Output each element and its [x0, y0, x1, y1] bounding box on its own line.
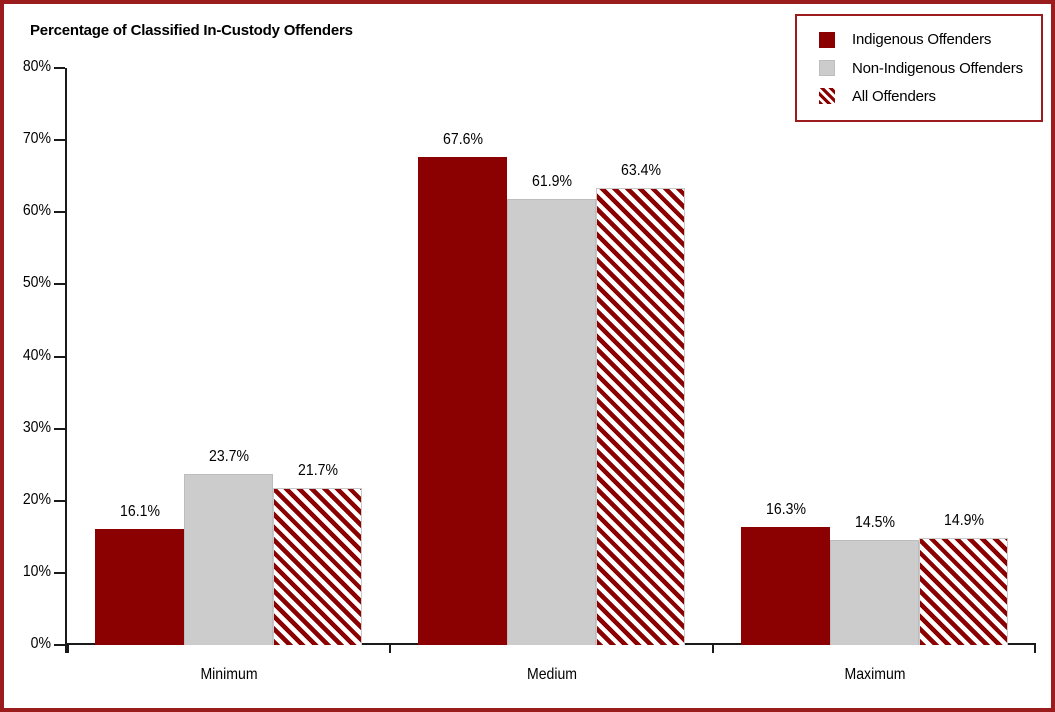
y-axis-tick [54, 211, 65, 214]
y-tick-label: 80% [22, 58, 51, 75]
legend-item: Non-Indigenous Offenders [819, 60, 1041, 77]
legend: Indigenous Offenders Non-Indigenous Offe… [795, 14, 1043, 122]
bar-solid-gray-medium [507, 198, 596, 645]
bar-solid-gray-minimum [184, 474, 273, 645]
x-axis-tick [712, 645, 714, 653]
bar-value-label: 63.4% [620, 161, 661, 179]
y-tick-label: 20% [22, 490, 51, 508]
x-category-label: Medium [526, 666, 577, 683]
bar-value-label: 23.7% [208, 448, 249, 466]
y-axis-tick [54, 355, 65, 358]
y-axis-tick [54, 644, 65, 646]
bar-striped-red-maximum [919, 537, 1008, 645]
legend-item: All Offenders [819, 88, 1041, 105]
bar-value-label: 14.5% [854, 514, 895, 532]
legend-label: Non-Indigenous Offenders [852, 59, 1023, 77]
x-axis-tick [389, 645, 391, 653]
legend-item: Indigenous Offenders [819, 31, 1041, 48]
y-axis-tick [54, 139, 65, 142]
legend-swatch-indigenous [819, 31, 835, 48]
x-category-label: Maximum [843, 666, 906, 683]
bar-value-label: 14.9% [943, 511, 984, 529]
x-axis-tick [1034, 645, 1036, 653]
bar-striped-red-minimum [273, 488, 362, 645]
bar-solid-gray-maximum [830, 540, 919, 645]
legend-label: Indigenous Offenders [852, 31, 992, 49]
y-tick-label: 50% [22, 274, 51, 292]
y-tick-label: 30% [22, 418, 51, 436]
y-axis-tick [54, 571, 65, 574]
bar-value-label: 67.6% [442, 131, 483, 149]
plot-area: 0% 10% 20% 30% 40% 50% 60% 70% 80% Minimum Medium M… [23, 58, 1036, 683]
legend-swatch-all-offenders [819, 88, 835, 105]
bar-value-label: 16.3% [765, 501, 806, 519]
x-category-label: Minimum [199, 666, 258, 683]
y-axis-tick [54, 499, 65, 502]
bar-solid-red-maximum [741, 527, 830, 645]
y-axis-tick [54, 67, 65, 69]
legend-label: All Offenders [852, 87, 936, 105]
y-tick-label: 40% [22, 346, 51, 364]
bar-solid-red-medium [418, 157, 507, 645]
bar-solid-red-minimum [95, 528, 184, 645]
bar-value-label: 21.7% [297, 462, 338, 480]
bar-value-label: 61.9% [531, 172, 572, 190]
y-axis-tick [54, 283, 65, 286]
bar-striped-red-medium [596, 187, 685, 645]
y-tick-label: 10% [22, 562, 51, 580]
y-tick-label: 60% [22, 202, 51, 220]
y-axis-tick [54, 427, 65, 430]
y-tick-label: 70% [22, 130, 51, 148]
y-tick-label: 0% [30, 635, 51, 652]
x-axis-tick [67, 645, 69, 653]
y-axis [65, 68, 67, 653]
legend-swatch-non-indigenous [819, 60, 835, 76]
chart-title: Percentage of Classified In-Custody Offe… [30, 22, 353, 39]
bar-value-label: 16.1% [119, 502, 160, 520]
